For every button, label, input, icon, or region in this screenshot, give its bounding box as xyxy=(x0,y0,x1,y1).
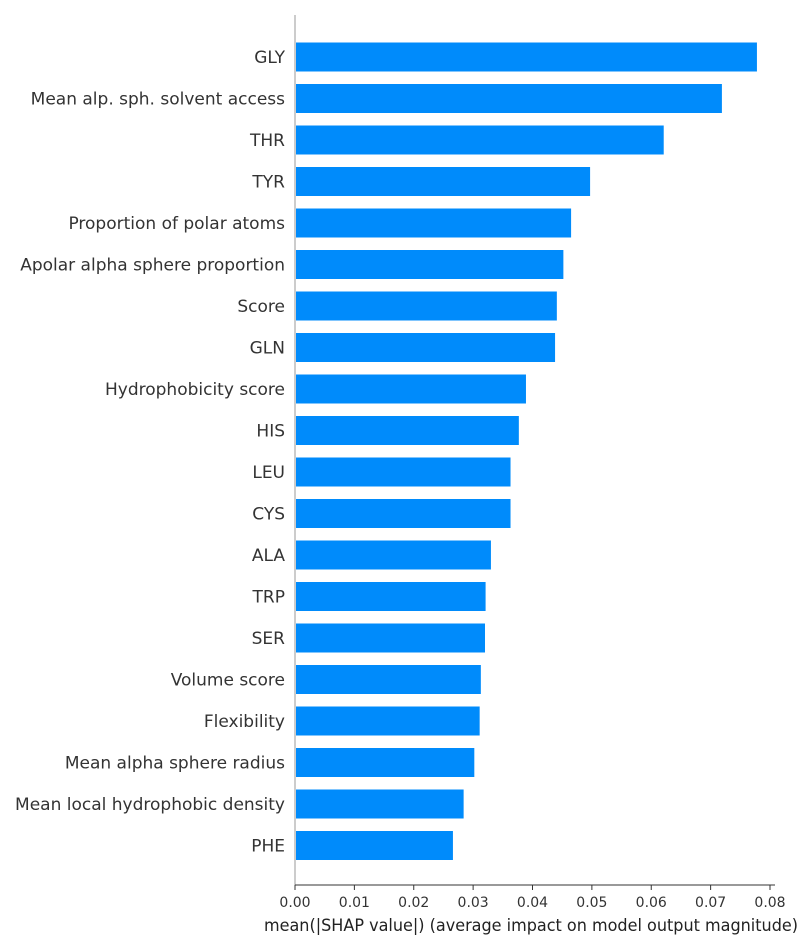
bar xyxy=(296,291,557,321)
x-tick-label: 0.05 xyxy=(576,895,607,911)
category-label: Volume score xyxy=(171,671,285,691)
category-label: GLN xyxy=(250,339,285,359)
category-label: Mean alpha sphere radius xyxy=(65,754,285,774)
bars-layer xyxy=(296,42,757,860)
bar xyxy=(296,416,519,445)
category-label: Flexibility xyxy=(204,712,285,732)
bar xyxy=(296,789,464,819)
category-label: TRP xyxy=(252,588,285,608)
x-axis-title: mean(|SHAP value|) (average impact on mo… xyxy=(264,916,798,936)
bar xyxy=(296,706,480,736)
x-tick-label: 0.06 xyxy=(636,895,667,911)
x-tick-label: 0.01 xyxy=(339,895,370,911)
category-label: SER xyxy=(252,629,286,649)
bar xyxy=(296,499,511,528)
category-label: HIS xyxy=(256,422,285,442)
category-label: Proportion of polar atoms xyxy=(68,214,285,234)
bar xyxy=(296,42,757,72)
category-label: TYR xyxy=(251,173,285,193)
category-label: Score xyxy=(237,297,285,317)
bar xyxy=(296,623,485,653)
category-label: Apolar alpha sphere proportion xyxy=(20,256,285,276)
bar xyxy=(296,374,526,404)
bar xyxy=(296,748,475,777)
bar xyxy=(296,665,481,694)
category-label: CYS xyxy=(252,505,285,525)
bar xyxy=(296,167,591,196)
x-tick-label: 0.00 xyxy=(279,895,310,911)
category-label: LEU xyxy=(252,463,285,483)
x-tick-label: 0.03 xyxy=(458,895,489,911)
category-label: ALA xyxy=(252,546,285,566)
category-label: THR xyxy=(249,131,285,151)
category-labels: GLY Mean alp. sph. solvent access THR TYR Pr… xyxy=(15,48,286,857)
bar xyxy=(296,250,564,279)
bar xyxy=(296,208,572,238)
x-tick-label: 0.08 xyxy=(754,895,785,911)
category-label: GLY xyxy=(254,48,285,68)
bar xyxy=(296,125,664,155)
bar xyxy=(296,84,722,113)
x-tick-label: 0.07 xyxy=(695,895,726,911)
bar xyxy=(296,540,491,570)
category-label: Hydrophobicity score xyxy=(105,380,285,400)
bar xyxy=(296,333,556,362)
bar xyxy=(296,457,511,487)
x-tick-label: 0.04 xyxy=(517,895,548,911)
category-label: Mean local hydrophobic density xyxy=(15,795,285,815)
x-axis-ticks: 0.00 0.01 0.02 0.03 0.04 0.05 0.06 0.07 0.08 xyxy=(279,885,786,911)
bar xyxy=(296,831,453,860)
bar xyxy=(296,582,486,611)
category-label: Mean alp. sph. solvent access xyxy=(31,90,285,110)
category-label: PHE xyxy=(251,837,285,857)
x-tick-label: 0.02 xyxy=(398,895,429,911)
